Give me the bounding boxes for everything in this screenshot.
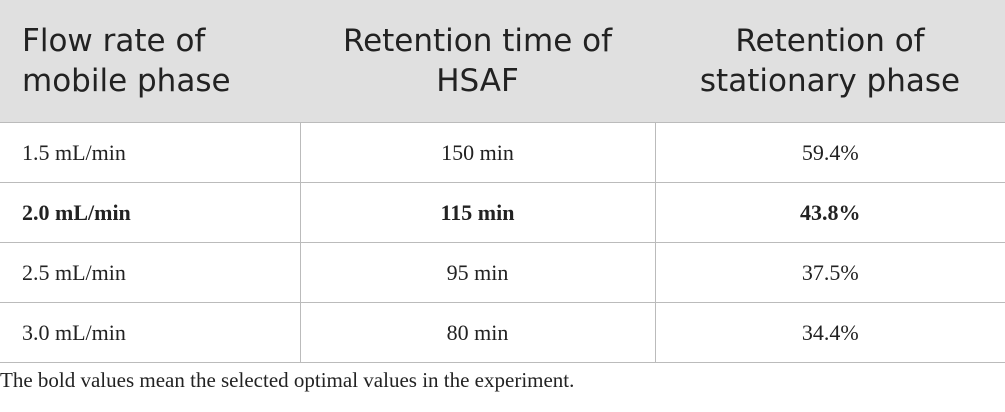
table-row: 1.5 mL/min 150 min 59.4% (0, 122, 1005, 183)
table-cell: 2.5 mL/min (0, 242, 301, 303)
header-cell: Retention of stationary phase (655, 0, 1005, 123)
table-cell: 34.4% (654, 302, 1005, 363)
table-row: 3.0 mL/min 80 min 34.4% (0, 302, 1005, 363)
table-cell: 2.0 mL/min (0, 182, 301, 243)
table-cell: 1.5 mL/min (0, 122, 301, 183)
table-row: 2.0 mL/min 115 min 43.8% (0, 182, 1005, 243)
table-cell: 37.5% (654, 242, 1005, 303)
header-cell: Flow rate of mobile phase (0, 0, 300, 123)
footnote: The bold values mean the selected optima… (0, 368, 575, 392)
table-cell: 43.8% (654, 182, 1005, 243)
table-body: 1.5 mL/min 150 min 59.4% 2.0 mL/min 115 min 4… (0, 122, 1005, 363)
table-cell: 115 min (299, 182, 656, 243)
table-row: 2.5 mL/min 95 min 37.5% (0, 242, 1005, 303)
table-cell: 95 min (299, 242, 656, 303)
header-cell: Retention time of HSAF (300, 0, 655, 123)
table-cell: 150 min (299, 122, 656, 183)
table-cell: 3.0 mL/min (0, 302, 301, 363)
table-cell: 59.4% (654, 122, 1005, 183)
data-table: Flow rate of mobile phase Retention time … (0, 0, 1005, 363)
header-row: Flow rate of mobile phase Retention time … (0, 0, 1005, 123)
table-cell: 80 min (299, 302, 656, 363)
